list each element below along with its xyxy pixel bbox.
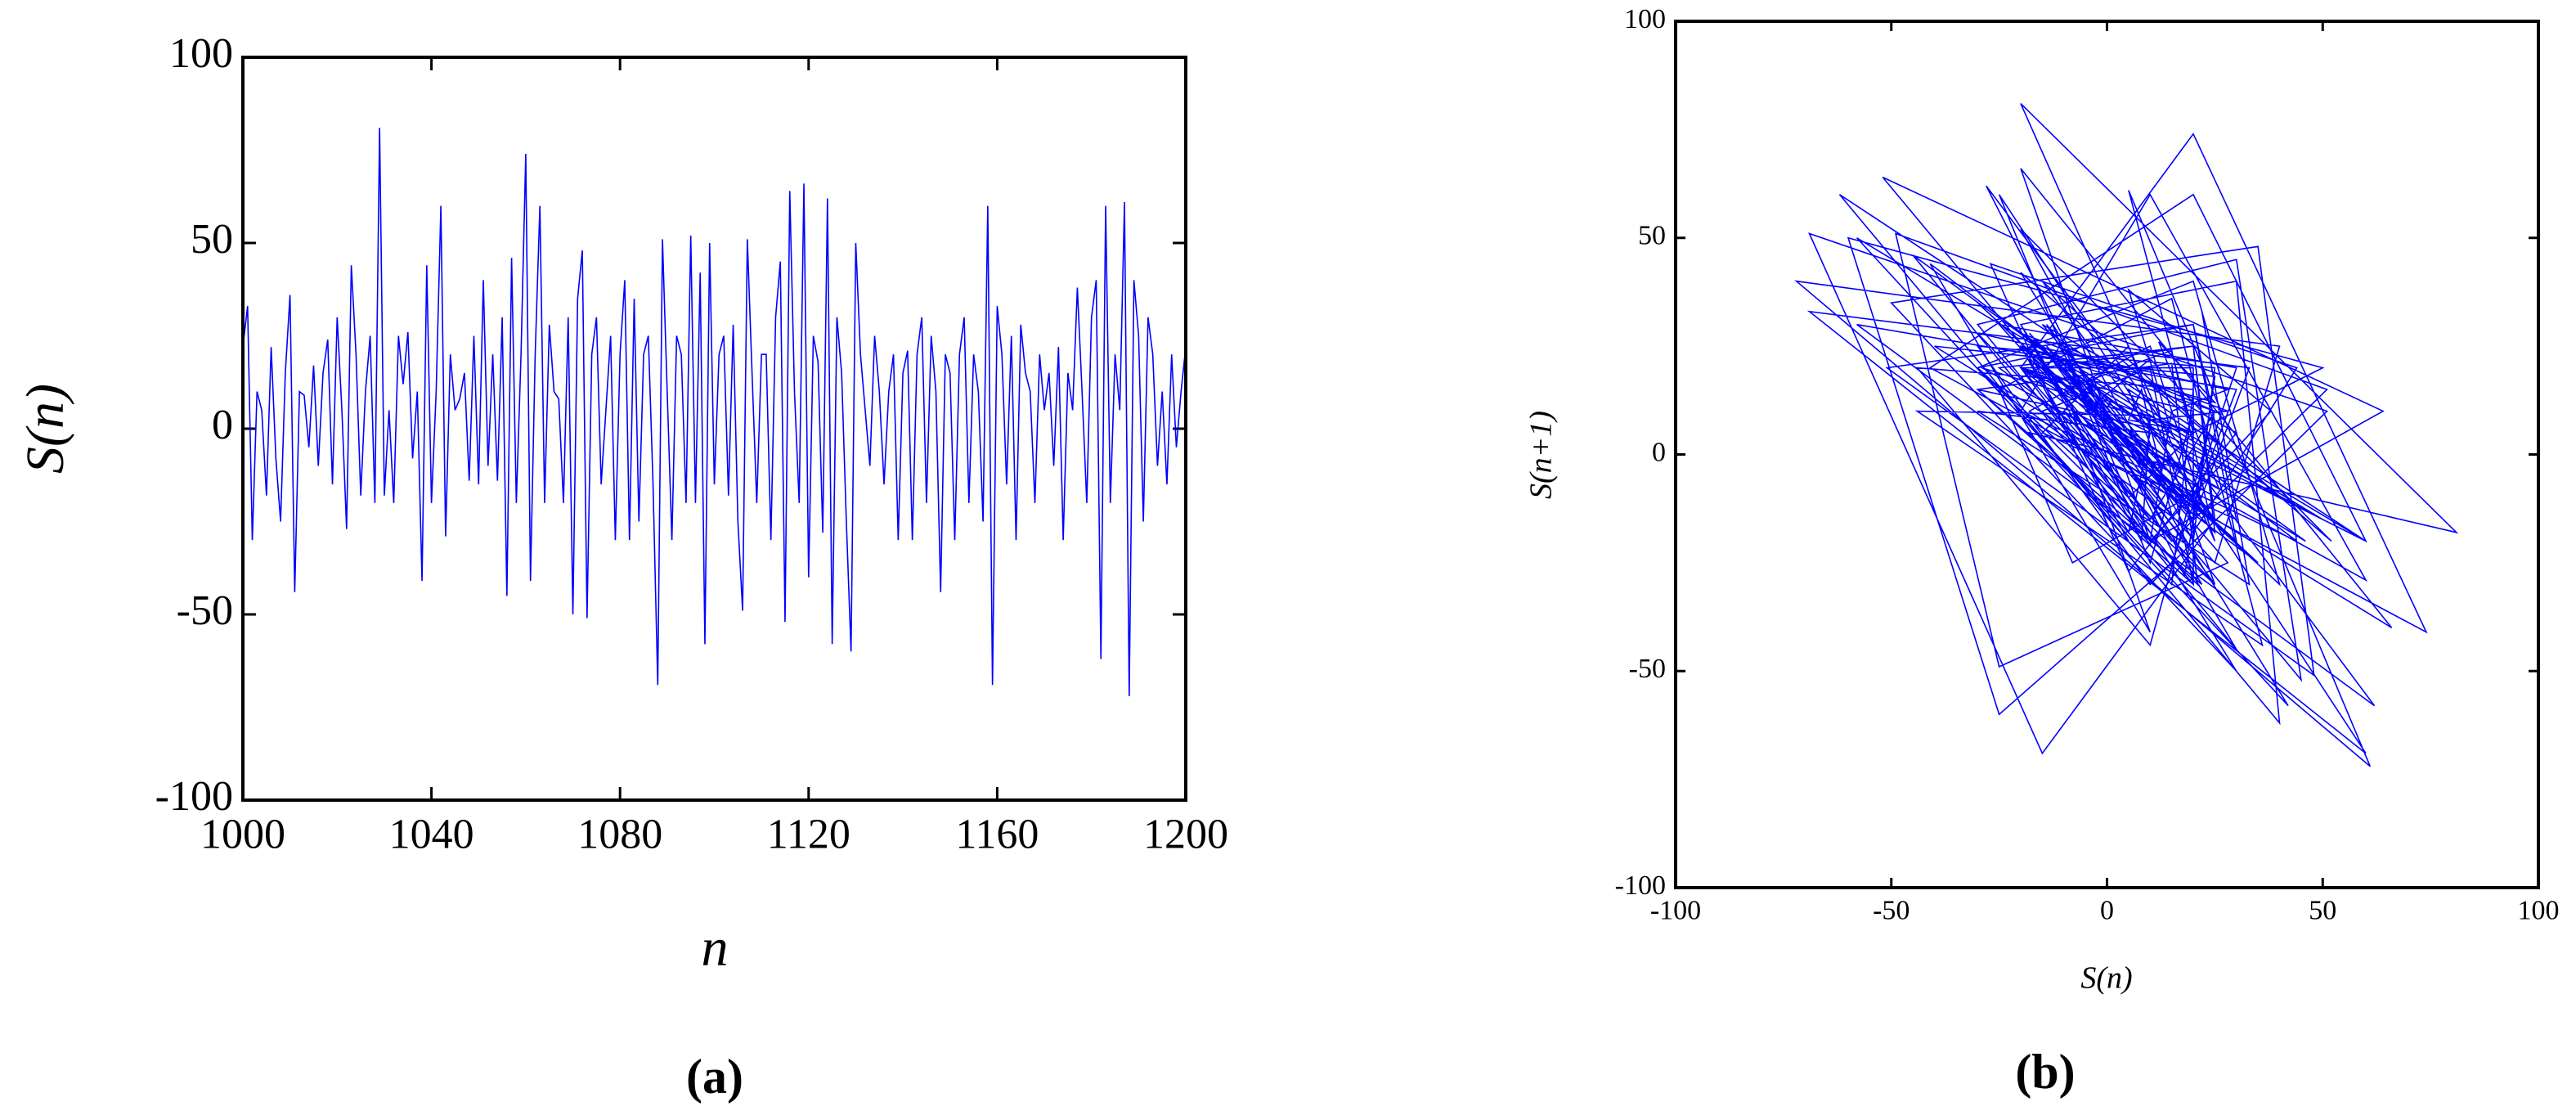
y-tick-label: -100 — [1615, 870, 1666, 901]
data-line — [242, 128, 1187, 696]
y-tick-label: 100 — [169, 30, 233, 77]
x-axis-label: n — [702, 918, 729, 978]
x-tick-label: 0 — [2100, 895, 2114, 925]
y-axis-label: S(n) — [16, 384, 75, 474]
x-tick-label: 1200 — [1143, 812, 1228, 858]
y-tick-label: 0 — [1652, 437, 1666, 467]
y-tick-label: -100 — [155, 773, 233, 820]
y-tick-label: -50 — [1629, 654, 1666, 684]
plot-frame — [1674, 20, 2540, 889]
panel-label: (b) — [2015, 1045, 2075, 1099]
x-tick-label: 1160 — [955, 812, 1039, 858]
x-tick-label: 1120 — [767, 812, 850, 858]
x-tick-label: 1000 — [200, 812, 285, 858]
y-tick-label: 50 — [1638, 221, 1666, 251]
plot-frame — [241, 56, 1187, 802]
y-tick-label: 50 — [191, 216, 233, 263]
x-tick-label: 100 — [2518, 895, 2560, 925]
x-tick-label: -50 — [1873, 895, 1910, 925]
y-tick-label: 100 — [1624, 4, 1666, 34]
x-tick-label: 50 — [2309, 895, 2336, 925]
phase-line — [1794, 103, 2459, 767]
x-tick-label: -100 — [1650, 895, 1701, 925]
y-tick-label: -50 — [177, 587, 233, 634]
y-tick-label: 0 — [212, 402, 233, 448]
x-tick-label: 1040 — [389, 812, 474, 858]
x-tick-label: 1080 — [577, 812, 662, 858]
panel-label: (a) — [686, 1050, 743, 1104]
y-axis-label: S(n+1) — [1524, 411, 1559, 499]
x-axis-label: S(n) — [2080, 961, 2132, 996]
